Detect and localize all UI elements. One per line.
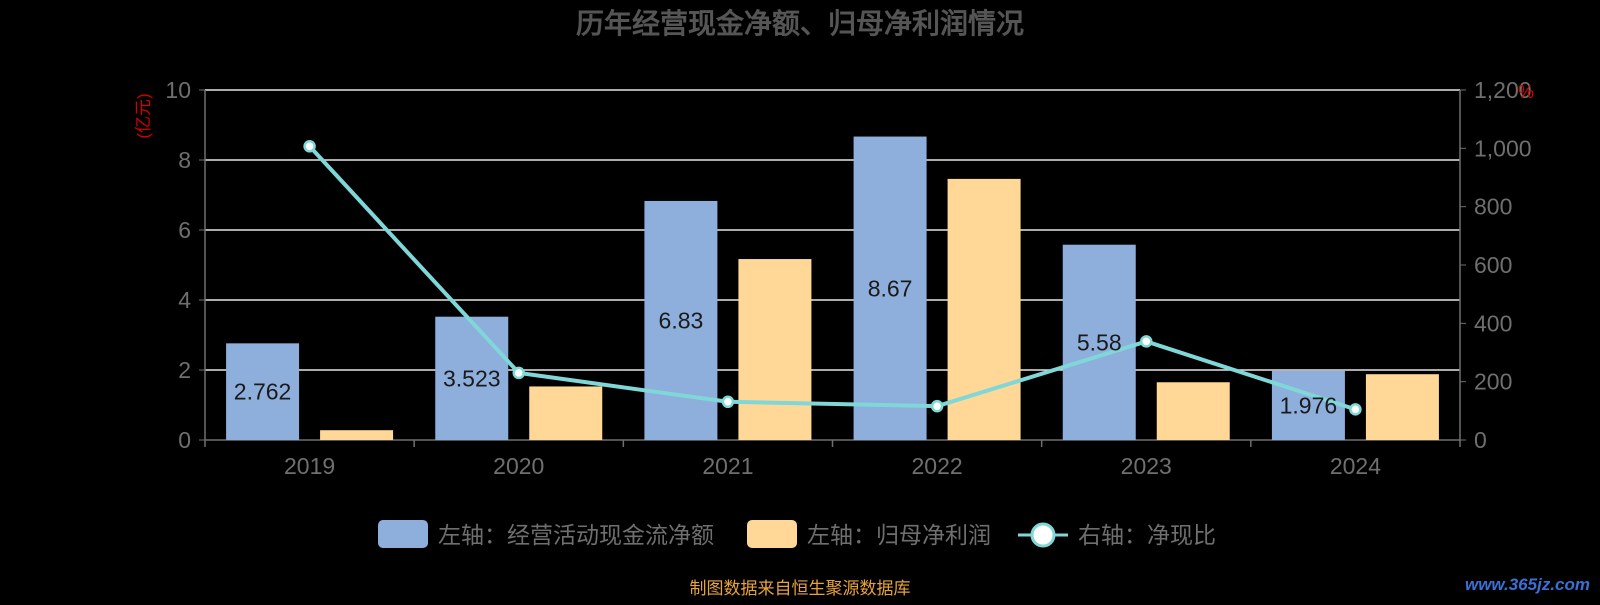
- bar-data-label: 2.762: [234, 379, 292, 405]
- line-point: [1349, 403, 1362, 416]
- line-point: [1140, 335, 1153, 348]
- bar-net-profit: [947, 178, 1021, 440]
- bar-layer: [226, 136, 1439, 441]
- bar-net-profit: [738, 259, 812, 440]
- x-tick-label: 2020: [493, 453, 544, 479]
- x-tick-label: 2022: [911, 453, 962, 479]
- y-left-tick-label: 4: [178, 287, 191, 313]
- watermark: www.365jz.com: [1465, 575, 1590, 594]
- bar-data-label: 8.67: [868, 275, 913, 301]
- line-net-cash-ratio: [308, 144, 1357, 412]
- y-left-tick-label: 6: [178, 217, 191, 243]
- y-right-tick-label: 400: [1474, 310, 1512, 336]
- y-left-tick-label: 0: [178, 427, 191, 453]
- legend-label: 左轴：归母净利润: [807, 522, 991, 548]
- line-point: [930, 399, 944, 413]
- y-right-axis-label: %: [1518, 82, 1534, 102]
- x-tick-label: 2024: [1330, 453, 1381, 479]
- y-left-tick-label: 10: [165, 77, 191, 103]
- y-right-tick-label: 1,000: [1474, 135, 1532, 161]
- x-tick-label: 2021: [702, 453, 753, 479]
- line-layer: [303, 140, 1362, 416]
- legend-label: 左轴：经营活动现金流净额: [438, 522, 714, 548]
- bar-operating-cash-flow: [853, 136, 927, 441]
- legend-label: 右轴：净现比: [1078, 522, 1216, 548]
- line-point: [303, 140, 316, 153]
- bar-data-label: 3.523: [443, 365, 501, 391]
- legend-swatch: [378, 520, 428, 548]
- bar-data-label: 6.83: [659, 307, 704, 333]
- bar-operating-cash-flow: [226, 343, 300, 440]
- bar-operating-cash-flow: [435, 316, 509, 440]
- axis-layer: 0 2 4 6 8 10 0 200 400 600 800 1,000 1,200 (亿元)% 2019 2…: [134, 77, 1534, 479]
- chart-title: 历年经营现金净额、归母净利润情况: [576, 7, 1024, 39]
- source-note: 制图数据来自恒生聚源数据库: [690, 579, 911, 598]
- y-right-tick-label: 200: [1474, 369, 1512, 395]
- data-label-layer: 2.762 3.523 6.83 8.67 5.58 1.976: [234, 275, 1337, 418]
- legend: 左轴：经营活动现金流净额 左轴：归母净利润 右轴：净现比: [378, 520, 1216, 548]
- legend-swatch-marker: [1030, 522, 1056, 548]
- line-point: [721, 395, 735, 409]
- x-tick-label: 2019: [284, 453, 335, 479]
- grid-layer: [205, 89, 1460, 371]
- bar-net-profit: [1156, 382, 1230, 440]
- x-tick-label: 2023: [1121, 453, 1172, 479]
- y-right-tick-label: 0: [1474, 427, 1487, 453]
- bar-net-profit: [529, 386, 603, 440]
- y-right-tick-label: 600: [1474, 252, 1512, 278]
- line-point: [512, 366, 525, 380]
- bar-data-label: 1.976: [1280, 392, 1338, 418]
- y-left-axis-label: (亿元): [134, 93, 153, 138]
- bar-operating-cash-flow: [1271, 370, 1345, 440]
- legend-swatch: [747, 520, 797, 548]
- bar-operating-cash-flow: [1062, 244, 1136, 440]
- y-left-tick-label: 2: [178, 357, 191, 383]
- bar-net-profit: [320, 430, 394, 440]
- y-left-tick-label: 8: [178, 147, 191, 173]
- bar-net-profit: [1365, 374, 1439, 440]
- bar-data-label: 5.58: [1077, 329, 1122, 355]
- y-right-tick-label: 1,200: [1474, 77, 1532, 103]
- y-right-tick-label: 800: [1474, 194, 1512, 220]
